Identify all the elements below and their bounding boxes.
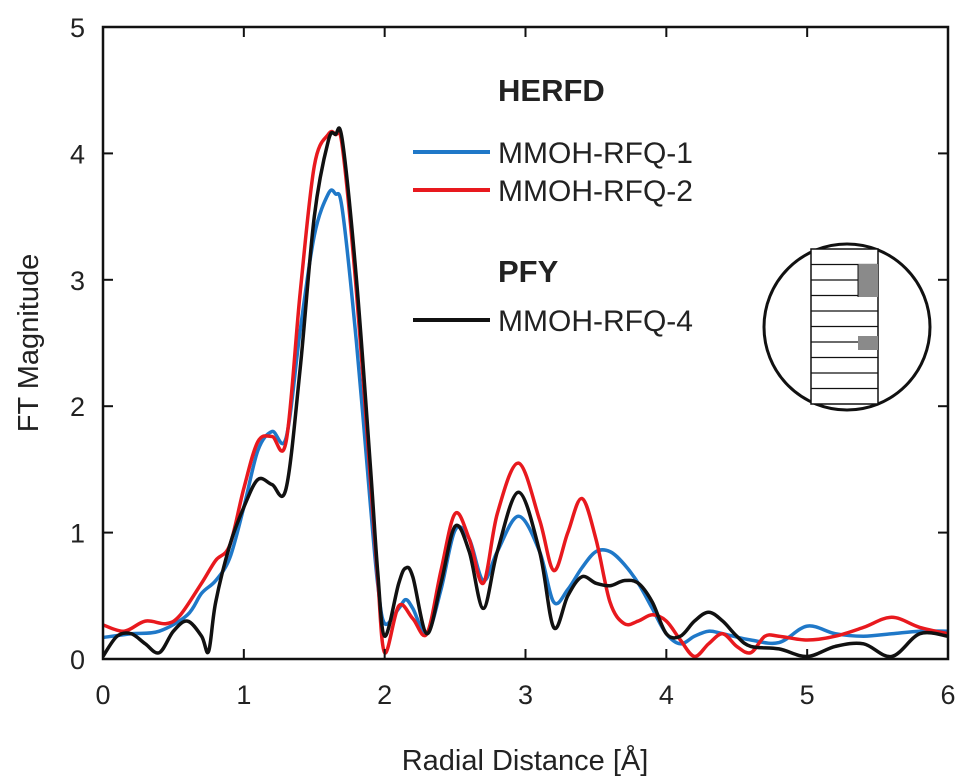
series-layer: [103, 126, 948, 659]
x-tick-label: 3: [518, 680, 533, 710]
legend-heading-herfd: HERFD: [498, 73, 605, 108]
x-axis-label: Radial Distance [Å]: [402, 744, 649, 777]
plot-area: [103, 126, 948, 659]
legend-label-mmoh-rfq-1: MMOH-RFQ-1: [498, 137, 693, 170]
x-tick-label: 1: [236, 680, 251, 710]
y-tick-label: 3: [70, 266, 85, 296]
x-tick-label: 5: [800, 680, 815, 710]
y-tick-label: 1: [70, 519, 85, 549]
x-tick-label: 6: [940, 680, 955, 710]
legend: HERFD MMOH-RFQ-1 MMOH-RFQ-2 PFY MMOH-RFQ…: [413, 73, 693, 338]
legend-label-mmoh-rfq-4: MMOH-RFQ-4: [498, 305, 693, 338]
legend-heading-pfy: PFY: [498, 254, 559, 289]
y-axis: 0 1 2 3 4 5: [70, 13, 948, 675]
x-tick-label: 2: [377, 680, 392, 710]
x-tick-label: 4: [659, 680, 674, 710]
series-line-mmoh-rfq-4: [103, 126, 948, 659]
inset-shaded-cell: [858, 336, 878, 350]
series-line-mmoh-rfq-2: [103, 129, 948, 659]
y-axis-label: FT Magnitude: [13, 254, 45, 432]
legend-label-mmoh-rfq-2: MMOH-RFQ-2: [498, 175, 693, 208]
x-axis: 0 1 2 3 4 5 6: [95, 27, 956, 710]
sample-inset-diagram: [762, 242, 932, 412]
y-tick-label: 5: [70, 13, 85, 43]
x-tick-label: 0: [95, 680, 110, 710]
y-tick-label: 2: [70, 392, 85, 422]
y-tick-label: 0: [70, 645, 85, 675]
inset-shaded-cell: [858, 264, 878, 297]
y-tick-label: 4: [70, 139, 85, 169]
